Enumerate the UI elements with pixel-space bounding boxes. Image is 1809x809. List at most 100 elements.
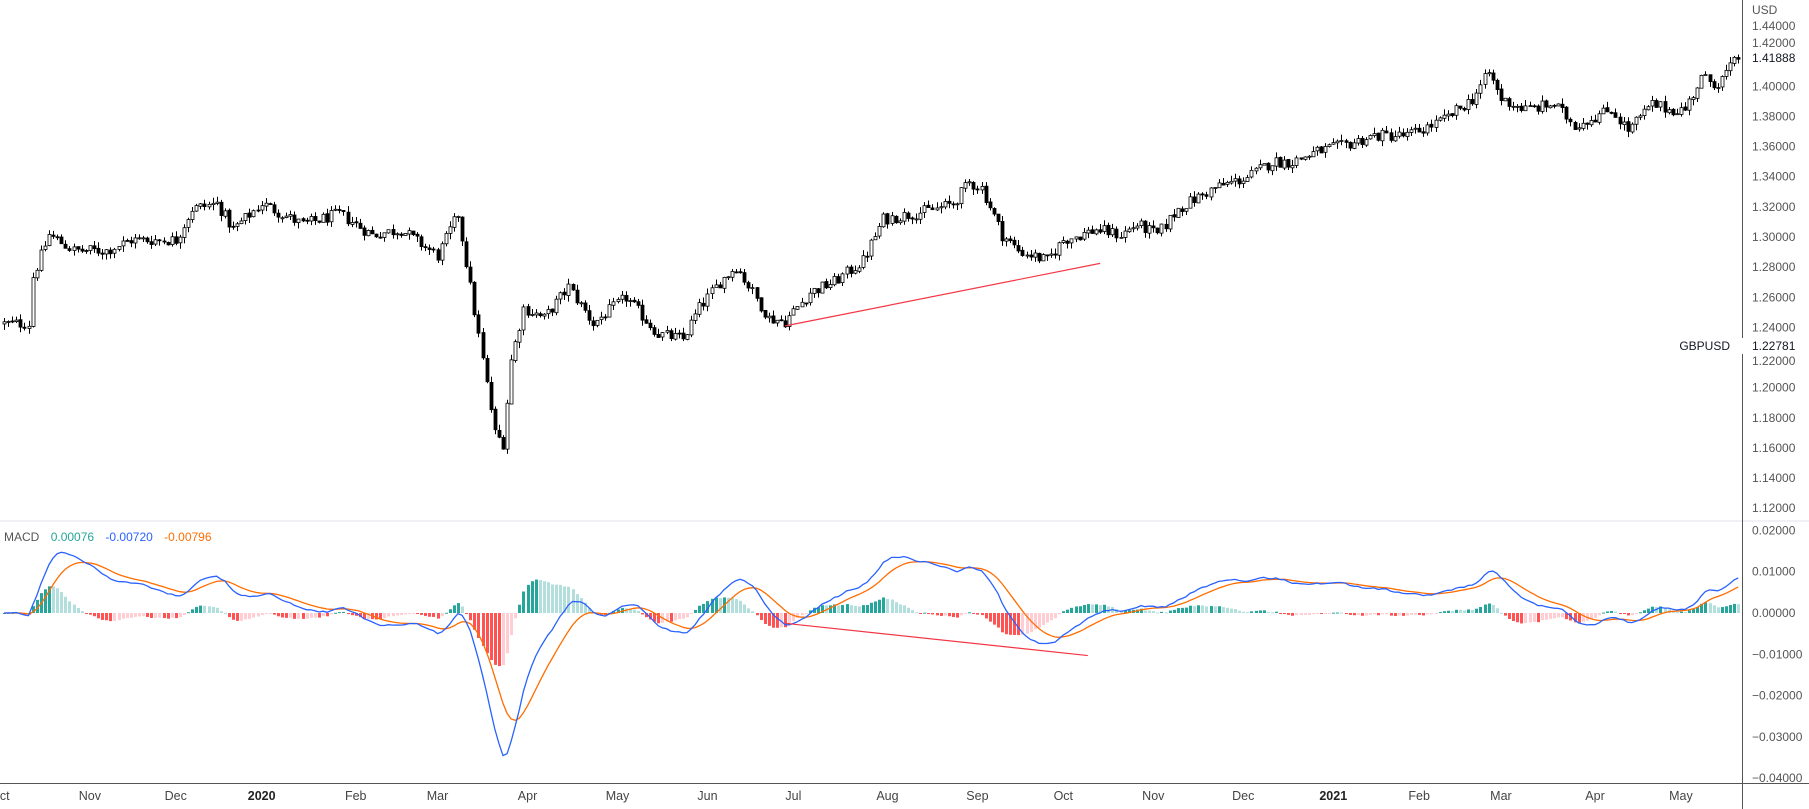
candle-up	[902, 212, 907, 222]
candle-up	[182, 227, 187, 238]
price-tick-label: 1.22000	[1752, 354, 1796, 368]
histogram-bar	[1091, 604, 1094, 613]
candle-down	[399, 233, 404, 236]
histogram-bar	[617, 609, 620, 613]
histogram-bar	[375, 613, 378, 620]
candle-down	[1192, 196, 1197, 203]
candle-down	[951, 203, 956, 206]
histogram-bar	[960, 613, 963, 616]
candle-down	[1613, 112, 1618, 118]
candle-up	[1691, 97, 1696, 100]
candle-down	[374, 233, 379, 238]
histogram-bar	[1426, 613, 1429, 615]
histogram-bar	[1635, 613, 1638, 614]
histogram-bar	[1287, 613, 1290, 615]
histogram-bar	[1659, 606, 1662, 613]
candle-down	[746, 282, 751, 289]
histogram-bar	[1304, 613, 1307, 615]
histogram-bar	[32, 606, 35, 613]
candle-up	[918, 212, 923, 220]
candle-up	[1528, 105, 1533, 108]
histogram-bar	[432, 613, 435, 617]
histogram-bar	[445, 612, 448, 614]
candle-up	[440, 243, 445, 261]
candle-down	[174, 236, 179, 244]
candle-up	[1597, 113, 1602, 123]
candle-up	[660, 332, 665, 338]
histogram-bar	[1623, 613, 1626, 614]
histogram-bar	[751, 611, 754, 613]
histogram-bar	[1259, 610, 1262, 613]
histogram-bar	[944, 613, 947, 616]
histogram-bar	[1700, 603, 1703, 613]
histogram-bar	[1729, 605, 1732, 613]
candle-down	[415, 233, 420, 237]
candle-up	[1474, 92, 1479, 105]
candle-down	[472, 281, 477, 316]
histogram-bar	[142, 613, 145, 617]
histogram-bar	[1345, 613, 1348, 614]
histogram-bar	[1099, 605, 1102, 613]
candle-up	[750, 287, 755, 290]
histogram-bar	[670, 613, 673, 622]
histogram-bar	[322, 613, 325, 617]
candle-up	[452, 216, 457, 228]
histogram-bar	[1394, 613, 1397, 616]
candle-up	[141, 237, 146, 240]
candle-up	[1642, 108, 1647, 117]
candle-down	[1065, 240, 1070, 244]
candle-up	[914, 218, 919, 221]
histogram-bar	[52, 586, 55, 613]
price-tick-label: 1.16000	[1752, 441, 1796, 455]
histogram-bar	[1381, 613, 1384, 615]
candle-down	[305, 219, 310, 222]
candle-up	[1159, 223, 1164, 234]
candle-down	[231, 225, 236, 228]
candle-up	[558, 292, 563, 300]
candle-down	[1532, 105, 1537, 108]
candle-up	[1425, 124, 1430, 134]
histogram-bar	[776, 613, 779, 628]
candle-up	[791, 308, 796, 316]
macd-trendline	[785, 622, 1088, 657]
candle-up	[1523, 105, 1528, 112]
histogram-bar	[208, 606, 211, 613]
candle-up	[1478, 84, 1483, 94]
candle-up	[1135, 225, 1140, 229]
candle-down	[1000, 221, 1005, 242]
histogram-bar	[68, 601, 71, 613]
candle-up	[1695, 87, 1700, 99]
candle-down	[317, 220, 322, 223]
candle-down	[354, 221, 359, 224]
histogram-bar	[666, 613, 669, 622]
histogram-bar	[976, 613, 979, 615]
histogram-bar	[686, 613, 689, 618]
macd-legend[interactable]: MACD 0.00076 -0.00720 -0.00796	[4, 530, 220, 544]
candle-up	[534, 312, 539, 316]
histogram-bar	[64, 596, 67, 613]
trendlines[interactable]	[785, 262, 1101, 657]
candle-up	[1294, 157, 1299, 166]
histogram-bar	[437, 613, 440, 619]
candle-up	[1601, 107, 1606, 115]
candle-up	[1217, 182, 1222, 189]
candle-down	[1499, 88, 1504, 101]
histogram-bar	[154, 613, 157, 618]
candle-up	[366, 230, 371, 237]
histogram-bar	[1684, 611, 1687, 613]
price-axis-ticks: 1.44000 1.42000 1.40000 1.38000 1.36000 1.340…	[1752, 19, 1796, 515]
candle-down	[636, 301, 641, 306]
candle-up	[1086, 229, 1091, 234]
candle-up	[1025, 254, 1030, 257]
candle-up	[1102, 225, 1107, 232]
histogram-bar	[878, 599, 881, 613]
histogram-bar	[1218, 606, 1221, 613]
histogram-bar	[494, 613, 497, 665]
candle-up	[955, 203, 960, 206]
histogram-bar	[338, 612, 341, 614]
histogram-bar	[220, 611, 223, 613]
histogram-bar	[1300, 613, 1303, 616]
candle-down	[1560, 103, 1565, 109]
histogram-bar	[641, 613, 644, 615]
